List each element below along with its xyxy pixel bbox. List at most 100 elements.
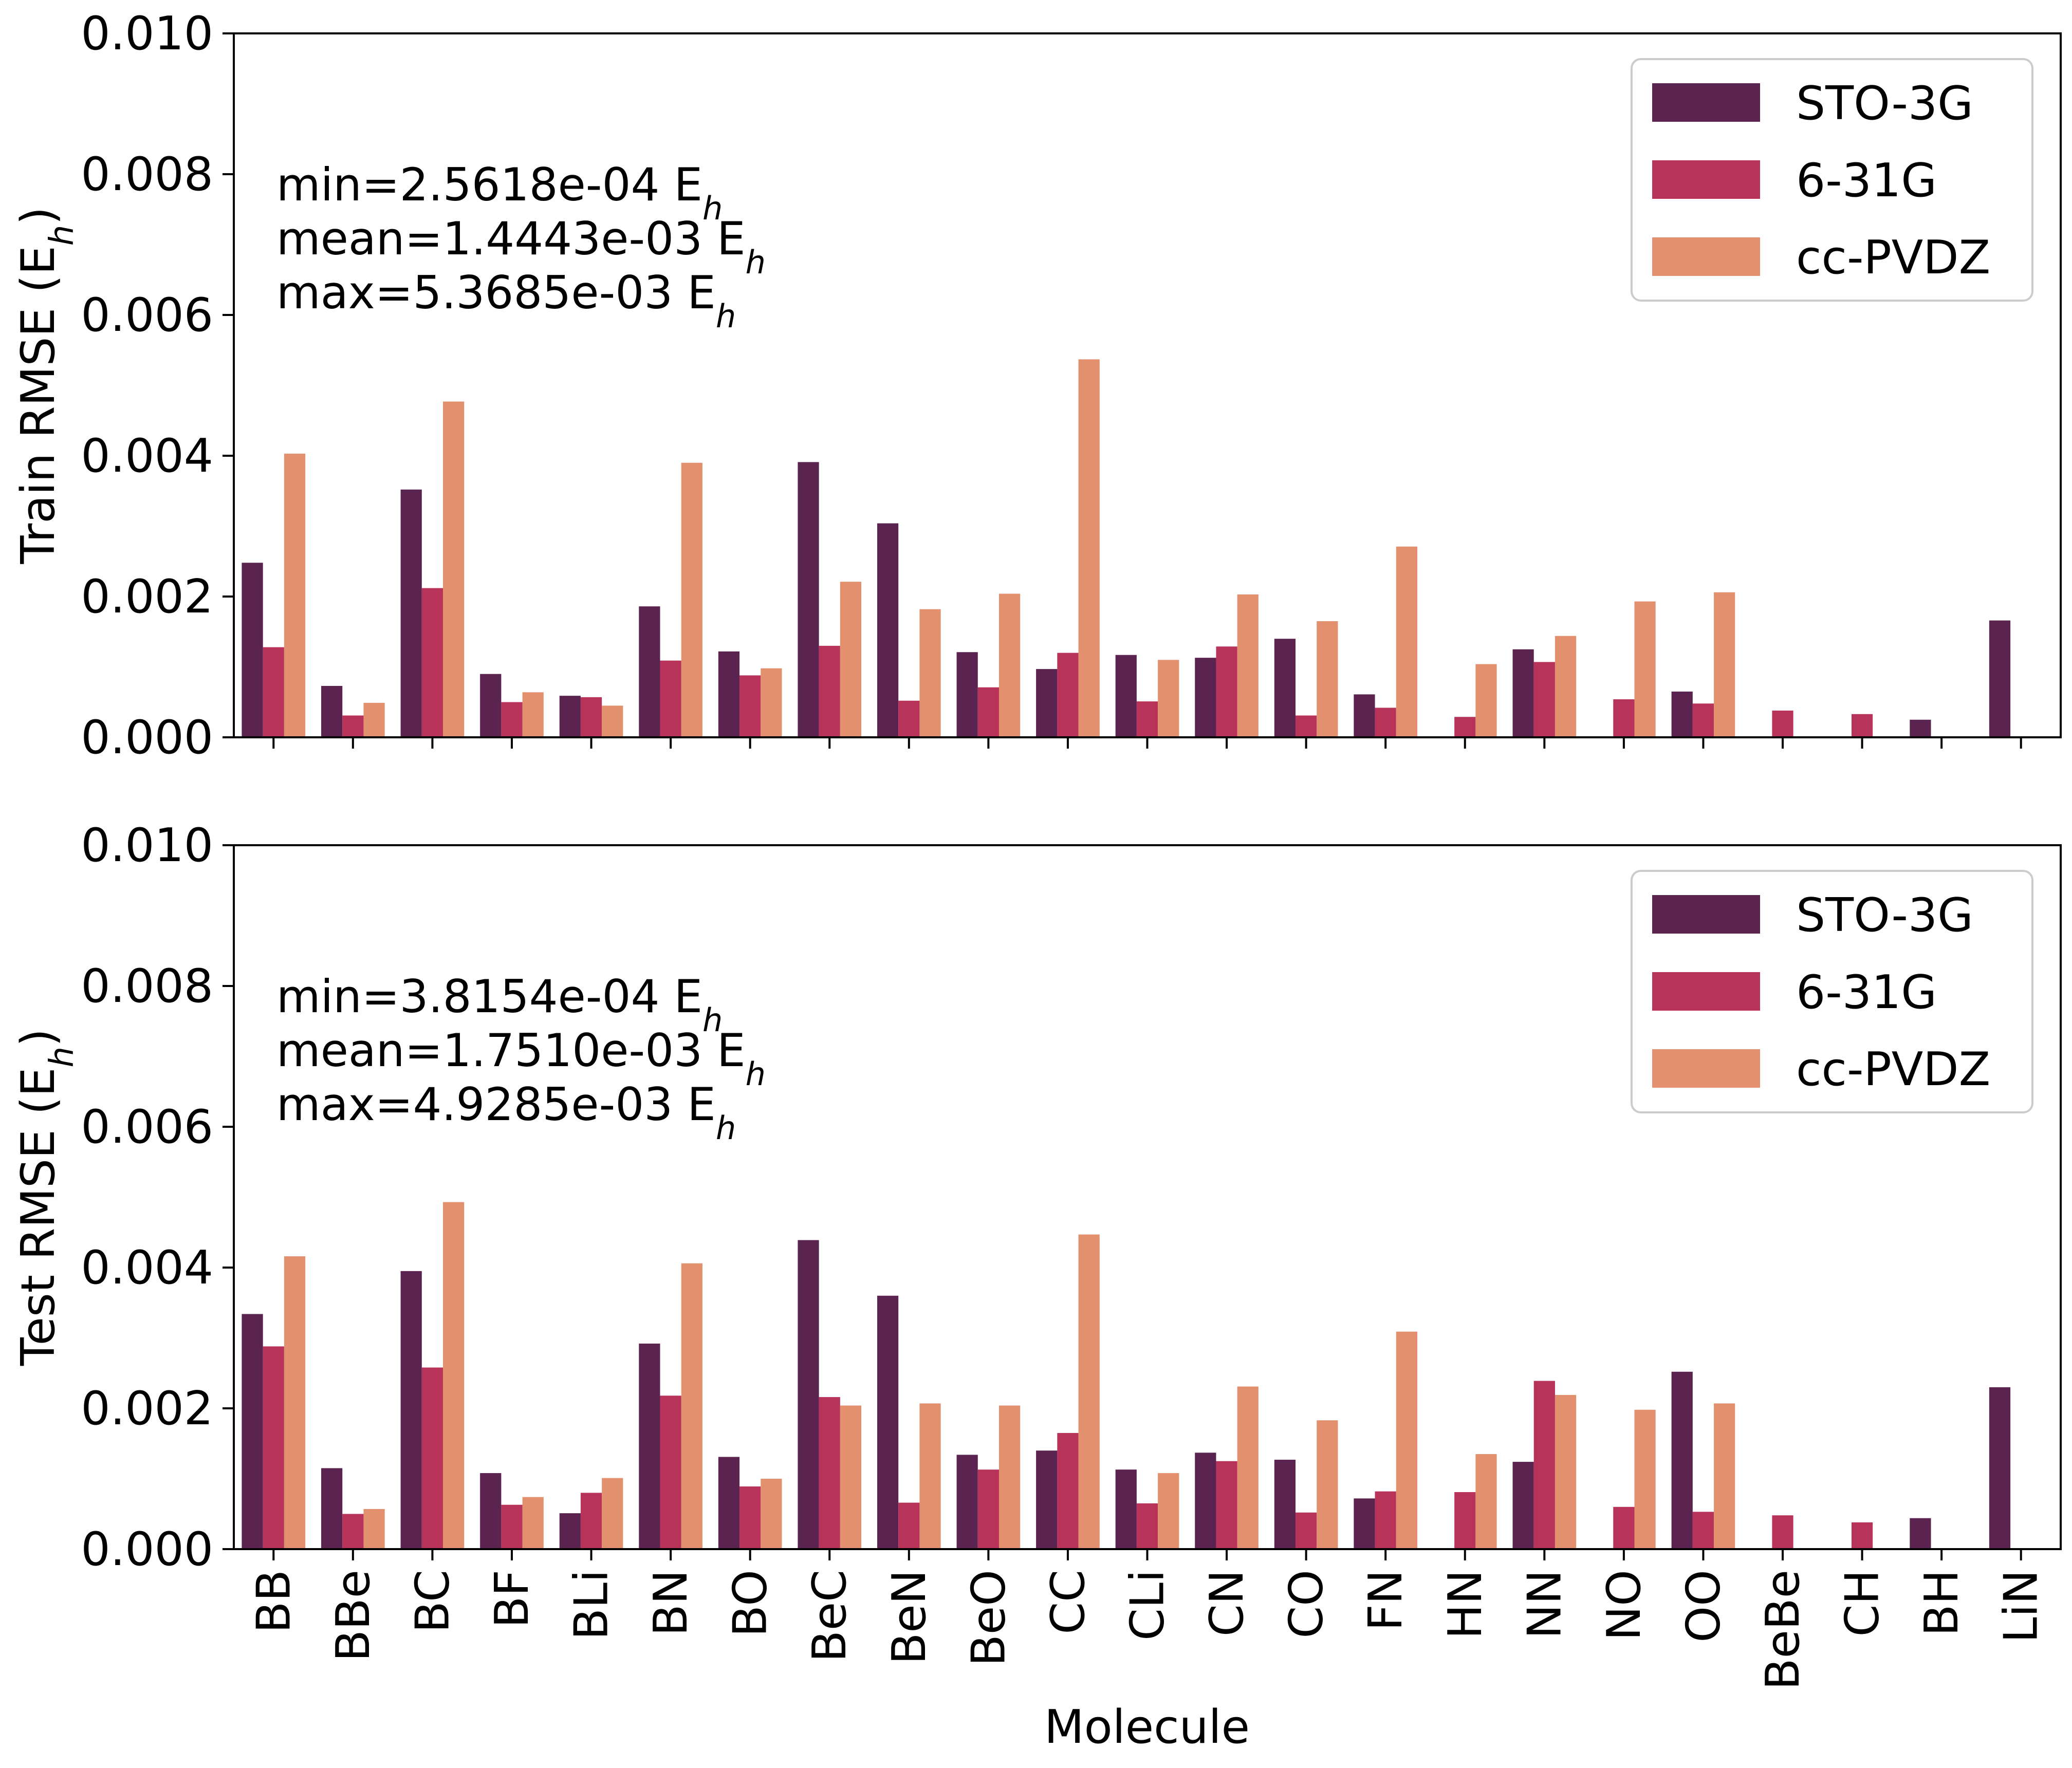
- train-bar-bc-631g: [421, 588, 443, 737]
- test-bars: [242, 1202, 2011, 1549]
- test-bar-fn-ccpvdz: [1396, 1331, 1418, 1549]
- test-bar-cn-631g: [1216, 1461, 1237, 1549]
- test-bar-beo-sto3g: [956, 1455, 978, 1549]
- train-bar-bo-sto3g: [718, 651, 740, 737]
- train-panel: 0.000 0.002 0.004 0.006 0.008 0.010 Train RMS…: [11, 7, 2062, 765]
- train-bar-nn-sto3g: [1512, 649, 1534, 737]
- test-bar-hn-ccpvdz: [1475, 1454, 1497, 1549]
- test-bar-bb-631g: [263, 1346, 284, 1549]
- test-bar-nn-631g: [1533, 1381, 1555, 1549]
- test-bar-cc-631g: [1057, 1432, 1079, 1549]
- train-bar-oo-sto3g: [1671, 691, 1693, 737]
- test-legend-swatch-sto3g: [1652, 895, 1760, 934]
- test-bar-cli-631g: [1136, 1503, 1158, 1549]
- train-bar-bb-631g: [263, 647, 284, 737]
- train-bar-cn-sto3g: [1195, 658, 1216, 737]
- xtick-label-ch: CH: [1836, 1570, 1890, 1637]
- test-stats-annotation: min=3.8154e-04 Eh mean=1.7510e-03 Eh max…: [276, 970, 766, 1147]
- train-bar-bec-sto3g: [798, 462, 819, 737]
- train-y-axis-label: Train RMSE (Eh): [11, 207, 81, 564]
- test-bar-bec-ccpvdz: [840, 1405, 862, 1549]
- test-bar-oo-631g: [1692, 1512, 1714, 1549]
- train-legend-label-sto3g: STO-3G: [1796, 77, 1973, 131]
- train-yticks: 0.000 0.002 0.004 0.006 0.008 0.010: [81, 7, 234, 765]
- test-bar-bo-631g: [739, 1486, 761, 1549]
- train-bar-cc-ccpvdz: [1078, 359, 1100, 737]
- train-bar-no-ccpvdz: [1634, 601, 1656, 737]
- test-xticks: BB BBe BC BF BLi BN BO BeC BeN BeO CC CLi CN CO FN HN NN…: [247, 1549, 2048, 1690]
- test-bar-bf-631g: [501, 1504, 523, 1549]
- test-bar-no-ccpvdz: [1634, 1409, 1656, 1549]
- train-ytick-label: 0.000: [81, 711, 213, 765]
- train-bar-bli-ccpvdz: [602, 705, 623, 737]
- test-bar-bbe-sto3g: [321, 1468, 343, 1549]
- test-bar-bli-ccpvdz: [602, 1478, 623, 1549]
- xtick-label-hn: HN: [1438, 1570, 1492, 1639]
- train-bar-ben-ccpvdz: [919, 609, 941, 737]
- test-bar-nn-sto3g: [1512, 1462, 1534, 1549]
- test-bar-bn-631g: [660, 1395, 681, 1549]
- test-ytick-label: 0.006: [81, 1100, 213, 1154]
- train-legend-swatch-sto3g: [1652, 83, 1760, 122]
- train-bar-fn-sto3g: [1354, 694, 1375, 737]
- xtick-label-bo: BO: [724, 1570, 778, 1637]
- test-y-axis-label: Test RMSE (Eh): [11, 1029, 81, 1366]
- test-yticks: 0.000 0.002 0.004 0.006 0.008 0.010: [81, 818, 234, 1576]
- train-bar-beo-ccpvdz: [998, 593, 1021, 737]
- test-bar-fn-sto3g: [1354, 1498, 1375, 1549]
- test-bar-co-631g: [1296, 1512, 1317, 1549]
- train-bar-hn-631g: [1454, 717, 1476, 737]
- test-bar-bc-631g: [421, 1367, 443, 1549]
- train-bar-bn-631g: [660, 660, 681, 737]
- test-bar-bc-sto3g: [400, 1271, 422, 1549]
- test-ytick-label: 0.000: [81, 1522, 213, 1576]
- test-stat-max: max=4.9285e-03 Eh: [276, 1078, 736, 1147]
- train-bar-ben-sto3g: [877, 523, 899, 737]
- train-bar-cc-sto3g: [1036, 669, 1058, 737]
- test-bar-cc-ccpvdz: [1078, 1234, 1100, 1549]
- xtick-label-bn: BN: [644, 1570, 698, 1636]
- train-bar-bbe-sto3g: [321, 685, 343, 737]
- train-bar-bn-ccpvdz: [681, 462, 702, 737]
- train-legend-label-631g: 6-31G: [1796, 154, 1937, 208]
- train-bar-cn-631g: [1216, 646, 1237, 737]
- train-bar-ch-631g: [1851, 714, 1873, 737]
- test-legend-swatch-631g: [1652, 972, 1760, 1011]
- test-legend: STO-3G 6-31G cc-PVDZ: [1631, 870, 2033, 1113]
- test-bar-bn-ccpvdz: [681, 1263, 702, 1549]
- train-bar-oo-ccpvdz: [1714, 592, 1735, 737]
- train-bar-ben-631g: [898, 700, 920, 737]
- test-stat-min: min=3.8154e-04 Eh: [276, 970, 723, 1039]
- test-legend-label-631g: 6-31G: [1796, 965, 1937, 1019]
- train-bar-bbe-ccpvdz: [363, 702, 385, 737]
- train-stat-min: min=2.5618e-04 Eh: [276, 158, 723, 227]
- xtick-label-bli: BLi: [565, 1570, 619, 1640]
- train-bar-bh-sto3g: [1910, 719, 1931, 737]
- xtick-label-cc: CC: [1041, 1570, 1095, 1634]
- train-bar-fn-ccpvdz: [1396, 546, 1418, 737]
- test-bar-bb-ccpvdz: [284, 1256, 306, 1549]
- train-bar-bli-631g: [580, 697, 602, 737]
- train-ytick-label: 0.006: [81, 288, 213, 342]
- train-bar-oo-631g: [1692, 703, 1714, 737]
- test-stat-mean: mean=1.7510e-03 Eh: [276, 1024, 766, 1093]
- xtick-label-cli: CLi: [1121, 1570, 1175, 1641]
- train-bar-beo-sto3g: [956, 652, 978, 737]
- test-bar-bec-631g: [819, 1397, 840, 1549]
- train-stat-max: max=5.3685e-03 Eh: [276, 266, 736, 335]
- train-bar-nn-631g: [1533, 662, 1555, 737]
- test-ytick-label: 0.002: [81, 1382, 213, 1436]
- train-bar-co-sto3g: [1274, 639, 1296, 737]
- test-bar-nn-ccpvdz: [1555, 1394, 1577, 1549]
- test-bar-bebe-631g: [1772, 1515, 1793, 1549]
- test-panel: 0.000 0.002 0.004 0.006 0.008 0.010 BB BBe BC BF…: [11, 818, 2062, 1690]
- test-bar-co-ccpvdz: [1317, 1420, 1338, 1549]
- test-ytick-label: 0.008: [81, 959, 213, 1013]
- test-legend-label-ccpvdz: cc-PVDZ: [1796, 1043, 1990, 1096]
- test-bar-hn-631g: [1454, 1492, 1476, 1549]
- test-bar-beo-ccpvdz: [998, 1405, 1021, 1549]
- train-bar-co-631g: [1296, 715, 1317, 737]
- train-ytick-label: 0.008: [81, 147, 213, 201]
- test-legend-swatch-ccpvdz: [1652, 1049, 1760, 1088]
